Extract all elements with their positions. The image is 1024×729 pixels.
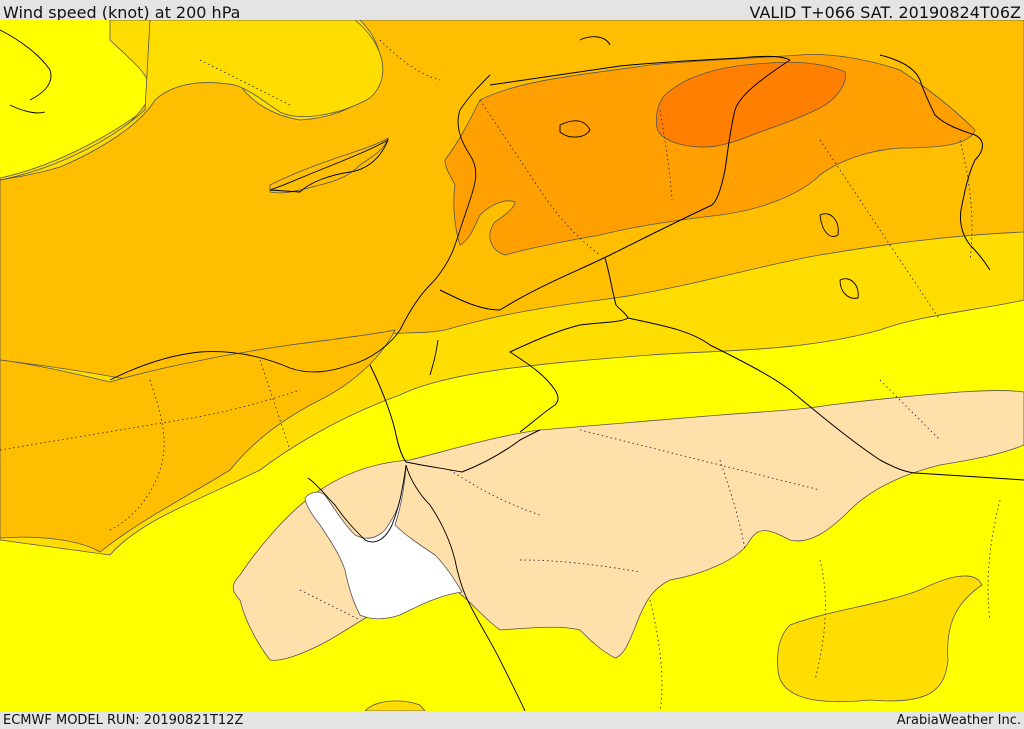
credit: ArabiaWeather Inc. <box>896 713 1021 728</box>
patch-gold-se <box>777 575 983 703</box>
band-orange <box>444 54 976 256</box>
wind-speed-map <box>0 20 1024 711</box>
model-run: ECMWF MODEL RUN: 20190821T12Z <box>3 713 244 728</box>
band-gold-top <box>0 20 384 181</box>
borders <box>0 39 1001 711</box>
header-bar: Wind speed (knot) at 200 hPa VALID T+066… <box>0 0 1024 22</box>
coastlines <box>0 29 859 711</box>
core-dark-orange <box>656 61 846 148</box>
solid-borders <box>369 54 1024 481</box>
patch-amber-levant <box>269 137 389 194</box>
footer-bar: ECMWF MODEL RUN: 20190821T12Z ArabiaWeat… <box>0 711 1024 729</box>
patch-white <box>304 467 463 620</box>
patch-gold-bottom <box>364 700 426 711</box>
tongue-amber-sw <box>0 329 396 553</box>
map-title: Wind speed (knot) at 200 hPa <box>3 3 241 22</box>
valid-time: VALID T+066 SAT. 20190824T06Z <box>749 3 1021 22</box>
